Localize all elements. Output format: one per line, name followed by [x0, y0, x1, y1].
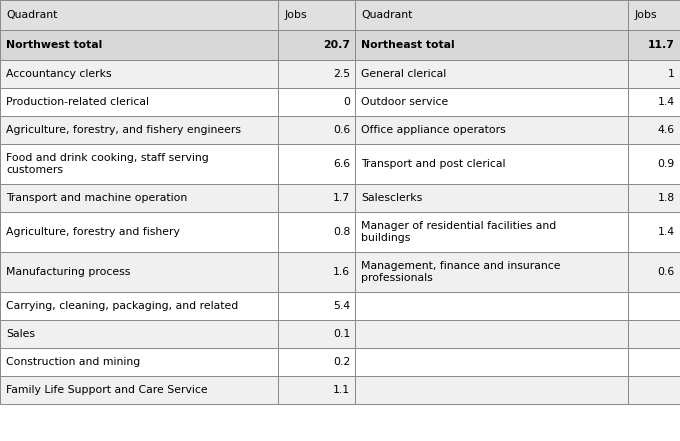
Bar	[0, 184, 278, 212]
Text: Accountancy clerks: Accountancy clerks	[6, 69, 112, 79]
Bar	[628, 116, 680, 144]
Text: Northwest total: Northwest total	[6, 40, 102, 50]
Text: 1.6: 1.6	[333, 267, 350, 277]
Bar	[355, 212, 628, 252]
Text: 0.2: 0.2	[333, 357, 350, 367]
Bar	[278, 144, 355, 184]
Bar	[355, 348, 628, 376]
Bar	[355, 252, 628, 292]
Text: Carrying, cleaning, packaging, and related: Carrying, cleaning, packaging, and relat…	[6, 301, 238, 311]
Bar	[628, 212, 680, 252]
Bar	[628, 30, 680, 60]
Text: Agriculture, forestry and fishery: Agriculture, forestry and fishery	[6, 227, 180, 237]
Bar	[355, 30, 628, 60]
Bar	[355, 184, 628, 212]
Bar	[355, 292, 628, 320]
Bar	[628, 144, 680, 184]
Text: Outdoor service: Outdoor service	[361, 97, 448, 107]
Text: Production-related clerical: Production-related clerical	[6, 97, 149, 107]
Text: Transport and machine operation: Transport and machine operation	[6, 193, 187, 203]
Bar	[278, 320, 355, 348]
Text: 1.1: 1.1	[333, 385, 350, 395]
Text: Salesclerks: Salesclerks	[361, 193, 422, 203]
Text: Manager of residential facilities and
buildings: Manager of residential facilities and bu…	[361, 221, 556, 243]
Bar	[628, 88, 680, 116]
Bar	[278, 292, 355, 320]
Bar	[628, 60, 680, 88]
Bar	[278, 88, 355, 116]
Text: 2.5: 2.5	[333, 69, 350, 79]
Text: Quadrant: Quadrant	[6, 10, 57, 20]
Bar	[278, 0, 355, 30]
Text: Jobs: Jobs	[284, 10, 307, 20]
Bar	[628, 348, 680, 376]
Bar	[0, 60, 278, 88]
Bar	[278, 348, 355, 376]
Text: Family Life Support and Care Service: Family Life Support and Care Service	[6, 385, 207, 395]
Text: 0.9: 0.9	[658, 159, 675, 169]
Bar	[628, 184, 680, 212]
Bar	[628, 376, 680, 404]
Bar	[278, 184, 355, 212]
Bar	[278, 60, 355, 88]
Bar	[628, 252, 680, 292]
Bar	[0, 116, 278, 144]
Text: Office appliance operators: Office appliance operators	[361, 125, 506, 135]
Text: 11.7: 11.7	[648, 40, 675, 50]
Bar	[355, 60, 628, 88]
Bar	[355, 88, 628, 116]
Bar	[278, 212, 355, 252]
Text: Jobs: Jobs	[634, 10, 657, 20]
Bar	[0, 0, 278, 30]
Bar	[278, 252, 355, 292]
Text: Food and drink cooking, staff serving
customers: Food and drink cooking, staff serving cu…	[6, 153, 209, 175]
Text: 4.6: 4.6	[658, 125, 675, 135]
Text: Agriculture, forestry, and fishery engineers: Agriculture, forestry, and fishery engin…	[6, 125, 241, 135]
Text: Manufacturing process: Manufacturing process	[6, 267, 131, 277]
Text: Quadrant: Quadrant	[361, 10, 412, 20]
Bar	[278, 30, 355, 60]
Bar	[278, 116, 355, 144]
Text: Construction and mining: Construction and mining	[6, 357, 140, 367]
Text: 0.1: 0.1	[333, 329, 350, 339]
Bar	[0, 376, 278, 404]
Bar	[0, 30, 278, 60]
Text: 1.4: 1.4	[658, 227, 675, 237]
Bar	[0, 320, 278, 348]
Text: 20.7: 20.7	[323, 40, 350, 50]
Bar	[0, 88, 278, 116]
Text: 0: 0	[343, 97, 350, 107]
Bar	[278, 376, 355, 404]
Bar	[355, 320, 628, 348]
Text: 6.6: 6.6	[333, 159, 350, 169]
Bar	[0, 212, 278, 252]
Bar	[628, 320, 680, 348]
Text: 5.4: 5.4	[333, 301, 350, 311]
Bar	[0, 348, 278, 376]
Text: 0.6: 0.6	[333, 125, 350, 135]
Bar	[355, 144, 628, 184]
Text: 0.8: 0.8	[333, 227, 350, 237]
Bar	[355, 376, 628, 404]
Bar	[628, 0, 680, 30]
Bar	[0, 252, 278, 292]
Bar	[0, 292, 278, 320]
Text: Sales: Sales	[6, 329, 35, 339]
Bar	[628, 292, 680, 320]
Text: 1.8: 1.8	[658, 193, 675, 203]
Bar	[0, 144, 278, 184]
Text: 1: 1	[668, 69, 675, 79]
Bar	[355, 116, 628, 144]
Text: General clerical: General clerical	[361, 69, 446, 79]
Bar	[355, 0, 628, 30]
Text: Management, finance and insurance
professionals: Management, finance and insurance profes…	[361, 261, 560, 283]
Text: 0.6: 0.6	[658, 267, 675, 277]
Text: Northeast total: Northeast total	[361, 40, 455, 50]
Text: 1.7: 1.7	[333, 193, 350, 203]
Text: 1.4: 1.4	[658, 97, 675, 107]
Text: Transport and post clerical: Transport and post clerical	[361, 159, 505, 169]
